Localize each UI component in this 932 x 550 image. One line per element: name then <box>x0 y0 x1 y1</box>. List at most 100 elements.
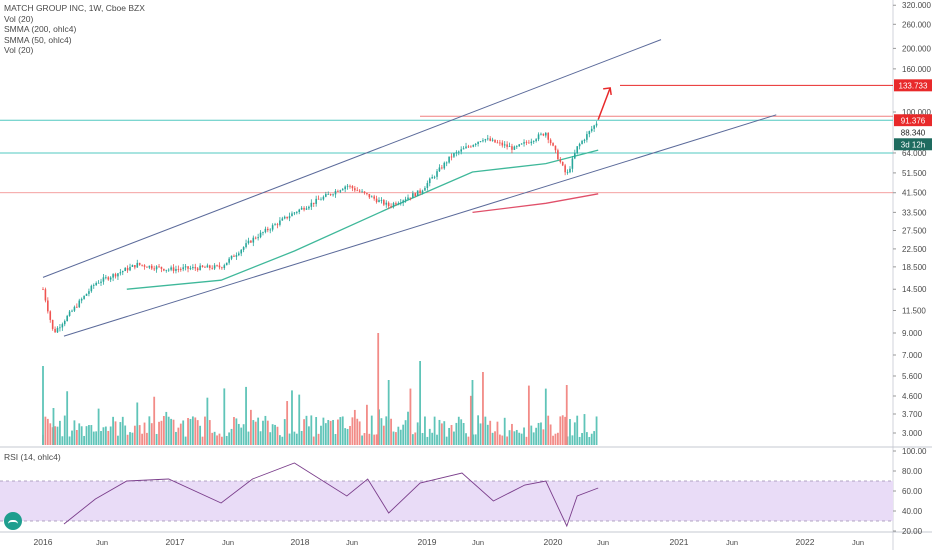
candle-body <box>320 199 322 201</box>
candle-body <box>438 167 441 172</box>
candle-body <box>366 192 368 194</box>
candle-body <box>216 265 218 267</box>
volume-bar <box>561 415 564 445</box>
candle-body <box>552 143 554 146</box>
volume-bar <box>581 433 583 445</box>
candle-body <box>300 207 303 210</box>
candle-body <box>296 211 298 213</box>
candle-body <box>102 277 105 282</box>
candle-body <box>344 186 346 190</box>
volume-bar <box>109 426 112 445</box>
indicator-vol[interactable]: Vol (20) <box>4 13 34 24</box>
candle-body <box>150 265 153 269</box>
volume-bar <box>453 431 455 445</box>
price-tick-label: 320.000 <box>902 1 931 10</box>
volume-bar <box>208 420 211 445</box>
candle-body <box>303 207 305 210</box>
volume-bar <box>179 423 182 445</box>
candle-body <box>506 144 508 147</box>
candle-body <box>141 264 143 266</box>
candle-body <box>167 269 170 271</box>
indicator-smma-200[interactable]: SMMA (200, ohlc4) <box>4 24 77 34</box>
candle-body <box>395 203 397 205</box>
candle-body <box>59 327 61 329</box>
volume-bar <box>535 427 538 445</box>
volume-bar <box>80 426 83 445</box>
volume-bar <box>240 427 243 445</box>
volume-bar <box>220 436 223 445</box>
candle-body <box>223 265 226 269</box>
time-tick-label: Jun <box>96 538 108 547</box>
candle-body <box>184 266 187 268</box>
rsi-legend[interactable]: RSI (14, ohlc4) <box>4 452 61 462</box>
volume-bar <box>78 423 81 445</box>
candle-body <box>235 255 238 257</box>
candle-body <box>426 183 429 188</box>
volume-bar <box>353 409 356 445</box>
candle-body <box>80 298 83 301</box>
candle-body <box>308 206 310 209</box>
indicator-vol-2[interactable]: Vol (20) <box>4 45 34 55</box>
volume-bar <box>363 433 366 445</box>
candle-body <box>119 272 122 274</box>
time-tick-label: Jun <box>472 538 484 547</box>
volume-bar <box>530 425 533 445</box>
candle-body <box>557 150 559 160</box>
candle-body <box>455 152 458 154</box>
candle-body <box>467 146 470 148</box>
candle-body <box>170 267 172 270</box>
volume-bar <box>107 430 110 445</box>
candle-body <box>593 125 595 129</box>
candle-body <box>503 144 506 146</box>
volume-bar <box>172 419 175 445</box>
time-tick-label: Jun <box>346 538 358 547</box>
candle-body <box>327 194 330 195</box>
candle-body <box>499 142 501 144</box>
volume-bar <box>443 421 446 445</box>
volume-bar <box>399 429 402 445</box>
candle-body <box>525 142 528 143</box>
candle-body <box>49 311 52 320</box>
volume-bar <box>578 436 581 445</box>
candle-body <box>549 139 552 144</box>
volume-bar <box>85 426 88 445</box>
candle-body <box>117 273 119 277</box>
volume-bar <box>175 431 177 445</box>
volume-bar <box>373 434 376 445</box>
volume-bar <box>532 432 535 445</box>
candle-body <box>450 156 453 158</box>
candle-body <box>496 142 499 144</box>
volume-bar <box>474 434 477 445</box>
candle-body <box>465 146 467 149</box>
volume-bar <box>83 435 85 445</box>
candle-body <box>547 132 550 140</box>
volume-bar <box>56 426 59 445</box>
candle-body <box>448 156 450 163</box>
volume-bar <box>438 419 441 445</box>
candle-body <box>274 224 276 226</box>
indicator-smma-50[interactable]: SMMA (50, ohlc4) <box>4 34 72 45</box>
volume-bar <box>322 417 325 445</box>
volume-bar <box>196 420 199 445</box>
volume-bar <box>426 436 429 445</box>
volume-bar <box>61 436 64 445</box>
tradingview-logo-icon[interactable] <box>4 512 22 530</box>
candle-body <box>259 232 262 238</box>
volume-bars <box>42 333 598 445</box>
target-price-label: 133.733 <box>899 81 928 90</box>
volume-bar <box>556 432 559 445</box>
volume-bar <box>559 416 562 445</box>
candle-body <box>595 123 598 126</box>
candle-body <box>245 243 247 248</box>
volume-bar <box>503 417 506 445</box>
volume-bar <box>315 416 318 445</box>
candle-body <box>545 132 547 136</box>
candle-body <box>470 146 472 148</box>
volume-bar <box>63 415 66 445</box>
candle-body <box>54 328 56 333</box>
candle-body <box>537 134 540 140</box>
candle-body <box>339 190 342 192</box>
candle-body <box>281 218 284 221</box>
volume-bar <box>211 432 214 445</box>
